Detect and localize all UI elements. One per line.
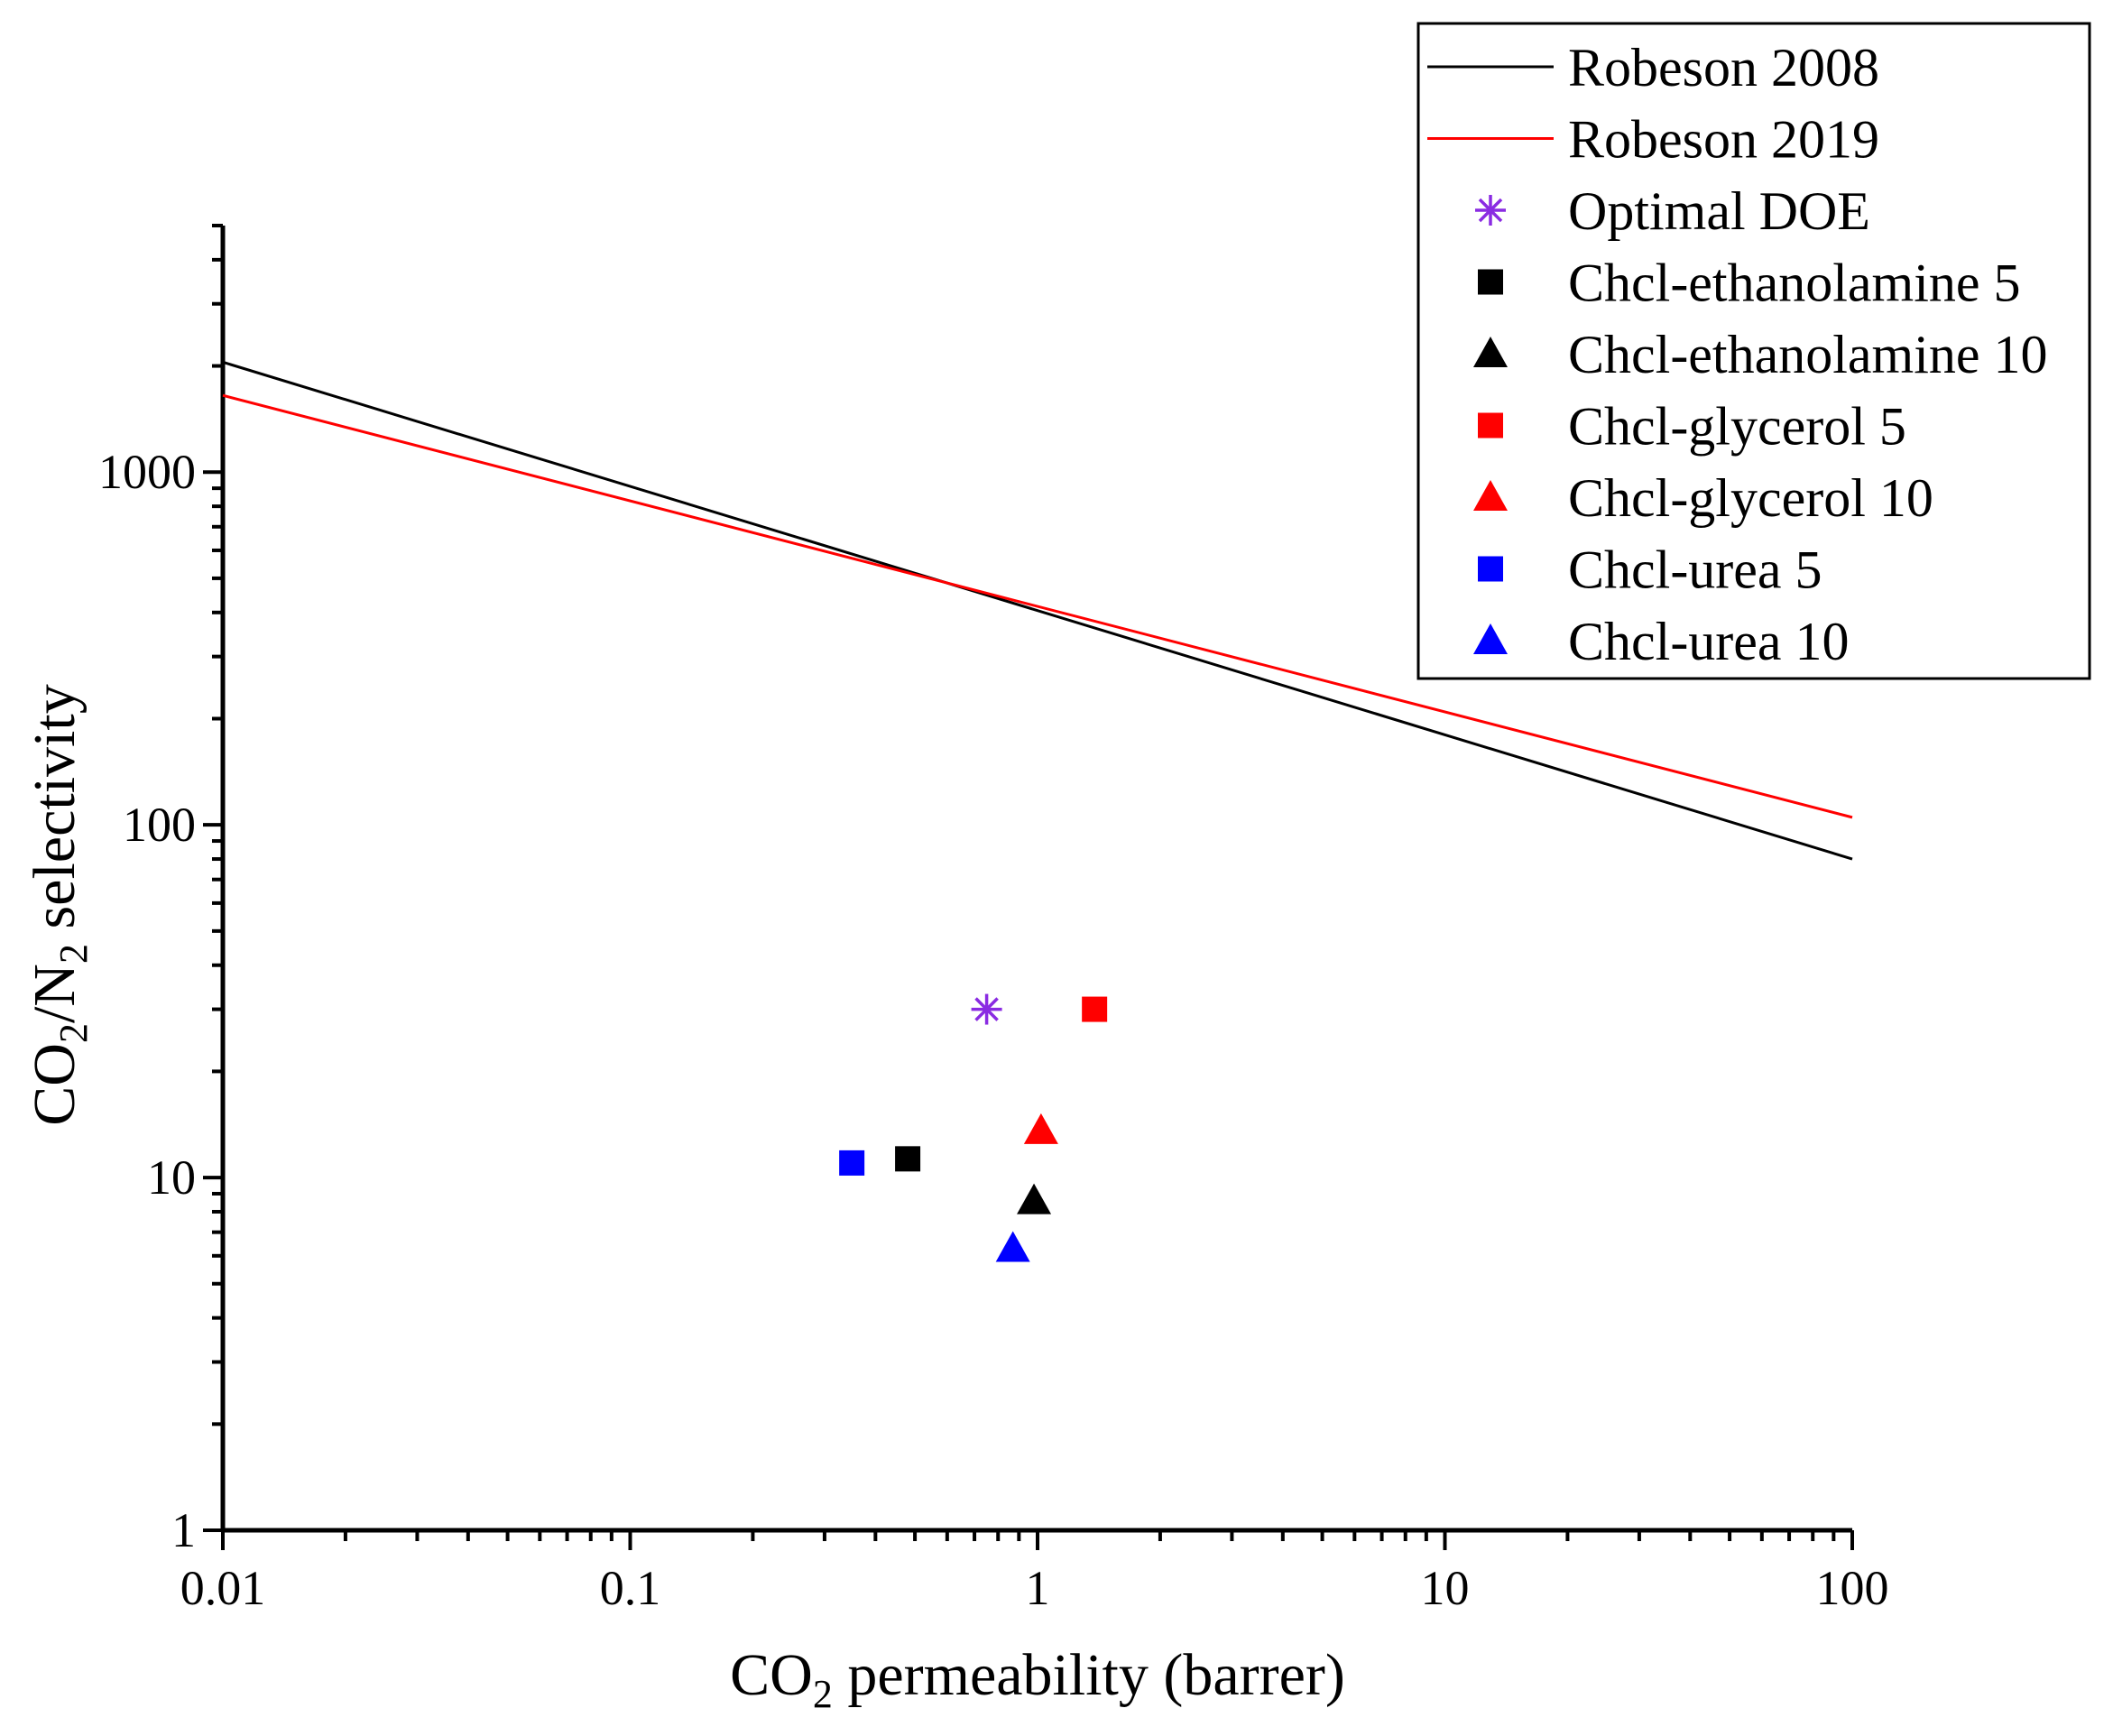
x-tick-label: 0.1 [600, 1561, 661, 1615]
y-title-co: CO [22, 1043, 88, 1126]
y-title-rest: selectivity [22, 684, 88, 944]
legend-marker-swatch [1478, 412, 1503, 439]
x-tick-label: 0.01 [180, 1561, 266, 1615]
line-robeson-2008 [222, 360, 1853, 861]
y-tick-label: 1 [171, 1503, 196, 1557]
point-chcl-urea-5 [839, 1150, 865, 1176]
legend-marker-swatch [1478, 269, 1503, 295]
legend-box [1416, 22, 2091, 680]
y-axis-ticks [203, 224, 223, 1532]
legend-marker-swatch [1475, 195, 1506, 226]
x-title-main: CO [730, 1642, 813, 1708]
legend-marker-swatch [1478, 556, 1503, 582]
legend-label: Chcl-glycerol 5 [1568, 397, 1906, 457]
trade-off-lines [222, 360, 1853, 861]
data-markers [839, 993, 1108, 1262]
point-optimal-doe [971, 993, 1002, 1025]
y-tick-label: 1000 [98, 445, 196, 499]
plot-area: 0.01 0.1 1 10 100 1 10 100 1000 [98, 224, 1889, 1615]
legend-label: Optimal DOE [1568, 181, 1870, 241]
legend-label: Chcl-urea 5 [1568, 540, 1822, 600]
point-chcl-ethanolamine-10 [1017, 1183, 1052, 1214]
legend-label: Chcl-ethanolamine 10 [1568, 325, 2048, 384]
line-robeson-2019 [222, 393, 1853, 819]
y-tick-label: 10 [147, 1150, 196, 1205]
legend-marker-swatch [1473, 480, 1508, 511]
x-axis-title: CO2 permeability (barrer) [730, 1642, 1345, 1716]
legend-label: Chcl-glycerol 10 [1568, 468, 1933, 528]
legend-marker-swatch [1473, 623, 1508, 654]
point-chcl-ethanolamine-5 [895, 1146, 921, 1172]
y-title-sub2: 2 [51, 944, 96, 964]
x-title-sub: 2 [813, 1672, 833, 1716]
legend-marker-swatch [1473, 337, 1508, 367]
y-axis-title: CO2/N2 selectivity [22, 684, 96, 1125]
x-axis-ticks [221, 1530, 1854, 1550]
point-chcl-urea-10 [995, 1231, 1030, 1262]
x-tick-label: 1 [1026, 1561, 1050, 1615]
legend: Robeson 2008 Robeson 2019 Optimal DOE Chcl-… [1416, 22, 2091, 680]
legend-label: Chcl-urea 10 [1568, 612, 1850, 671]
point-chcl-glycerol-5 [1082, 996, 1108, 1022]
legend-label: Robeson 2019 [1568, 110, 1879, 170]
legend-label: Robeson 2008 [1568, 38, 1879, 97]
point-chcl-glycerol-10 [1023, 1113, 1058, 1144]
x-axis-tick-labels: 0.01 0.1 1 10 100 [180, 1561, 1889, 1615]
y-tick-label: 100 [123, 798, 196, 852]
x-tick-label: 100 [1816, 1561, 1889, 1615]
y-title-sub1: 2 [51, 1023, 96, 1043]
legend-items: Robeson 2008 Robeson 2019 Optimal DOE Chcl-… [1427, 38, 2048, 671]
y-axis-tick-labels: 1 10 100 1000 [98, 445, 196, 1557]
x-title-rest: permeability (barrer) [833, 1642, 1345, 1708]
y-title-n: /N [22, 964, 88, 1023]
x-tick-label: 10 [1421, 1561, 1470, 1615]
legend-label: Chcl-ethanolamine 5 [1568, 254, 2021, 313]
